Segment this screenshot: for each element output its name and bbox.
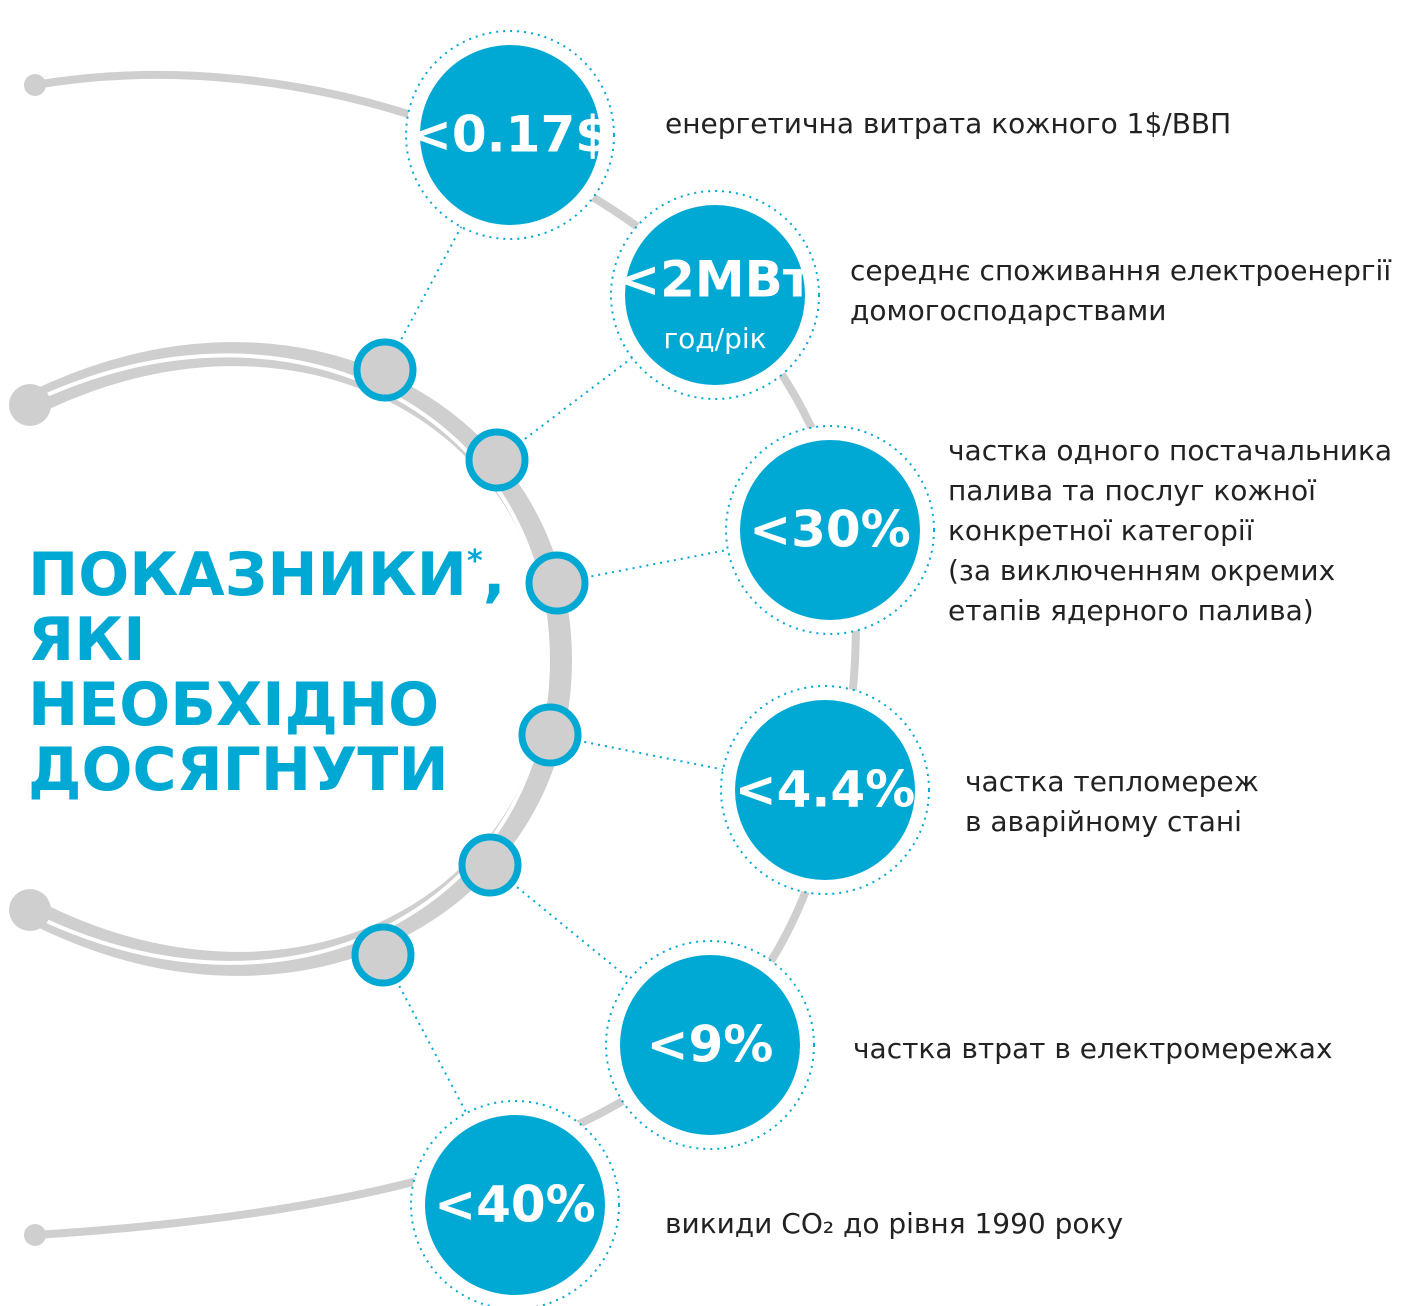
- description: частка втрат в електромережах: [853, 1032, 1333, 1065]
- title-line: ПОКАЗНИКИ*,: [28, 540, 506, 610]
- node: [465, 428, 529, 492]
- value-unit: год/рік: [663, 322, 766, 355]
- description: енергетична витрата кожного 1$/ВВП: [665, 107, 1231, 140]
- value-circle: [420, 45, 600, 225]
- items: <0.17$ енергетична витрата кожного 1$/ВВП…: [351, 30, 1392, 1306]
- value-circle: [740, 440, 920, 620]
- value: <2МВт: [618, 251, 812, 309]
- inner-arc-stripe: [39, 353, 551, 965]
- connector: [382, 954, 516, 1206]
- title-comma: ,: [483, 540, 506, 610]
- description: (за виключенням окремих: [948, 554, 1335, 587]
- title-line: ЯКІ: [28, 605, 146, 675]
- description: частка одного постачальника: [948, 434, 1392, 467]
- description: в аварійному стані: [965, 805, 1242, 838]
- description: середнє споживання електроенергії: [850, 254, 1391, 287]
- node: [525, 551, 589, 615]
- node: [353, 338, 417, 402]
- title-asterisk: *: [467, 544, 483, 579]
- value-circle: [625, 205, 805, 385]
- description: частка тепломереж: [965, 765, 1259, 798]
- value-circle: [735, 700, 915, 880]
- title-word: ПОКАЗНИКИ: [28, 540, 467, 610]
- node: [351, 923, 415, 987]
- value-circle: [425, 1115, 605, 1295]
- connector: [384, 134, 511, 371]
- connector: [549, 734, 826, 791]
- value: <4.4%: [735, 761, 916, 819]
- value-circle: [620, 955, 800, 1135]
- value: <0.17$: [410, 106, 610, 164]
- node: [518, 703, 582, 767]
- description: палива та послуг кожної: [948, 474, 1316, 507]
- arc-end: [24, 1224, 46, 1246]
- description: етапів ядерного палива): [948, 594, 1314, 627]
- arc-end: [9, 889, 51, 931]
- value: <40%: [434, 1176, 596, 1234]
- arc-end: [9, 384, 51, 426]
- title-line: ДОСЯГНУТИ: [28, 735, 449, 805]
- value: <9%: [647, 1016, 774, 1074]
- description: конкретної категорії: [948, 514, 1254, 547]
- title-line: НЕОБХІДНО: [28, 670, 439, 740]
- value: <30%: [749, 501, 911, 559]
- description: викиди CO₂ до рівня 1990 року: [665, 1207, 1123, 1240]
- description: домогосподарствами: [850, 294, 1166, 327]
- node: [458, 833, 522, 897]
- arc-end: [24, 74, 46, 96]
